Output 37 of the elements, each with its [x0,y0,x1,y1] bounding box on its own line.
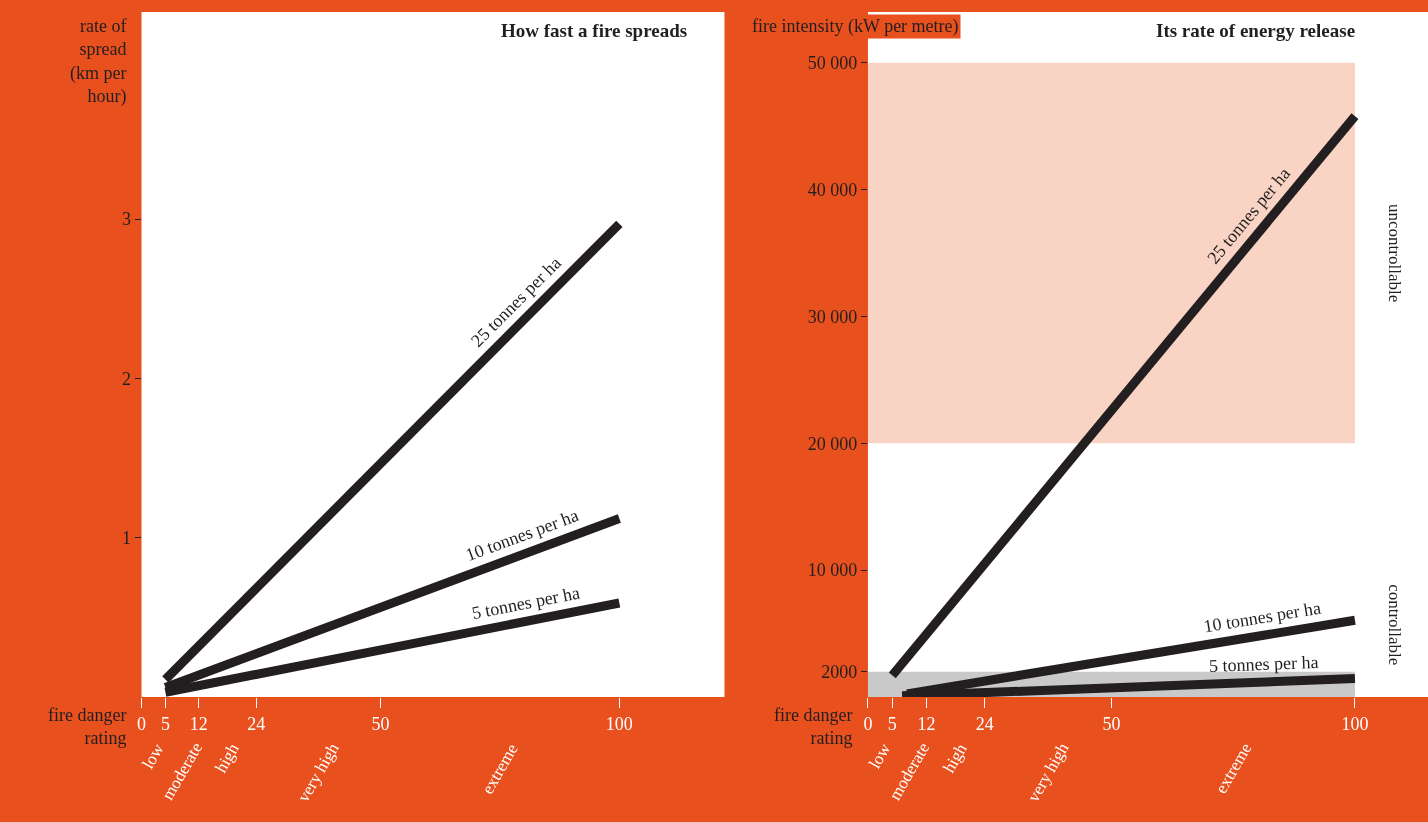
x-tick-label: 100 [605,713,633,734]
y-tick-label: 50 000 [807,53,858,74]
y-tick-label: 20 000 [807,433,858,454]
y-axis-title: rate of spread (km per hour) [70,16,127,108]
text: very high [1023,739,1073,806]
chart-title: Its rate of energy release [1156,20,1356,41]
x-tick-label: 50 [1102,713,1121,734]
x-tick-label: 12 [917,713,936,734]
band-label: controllable [1385,584,1405,666]
x-tick-label: 0 [137,713,147,734]
text: low [138,739,168,773]
x-tick-label: 5 [160,713,170,734]
text: 10 tonnes per ha [463,505,582,566]
y-tick-label: 3 [121,209,131,230]
y-tick-label: 2 [121,368,131,389]
y-axis-title: fire intensity (kW per metre) [752,16,959,37]
x-tick-label: 12 [189,713,208,734]
x-tick-label: 24 [247,713,266,734]
series-label: 5 tonnes per ha [1208,651,1319,677]
x-axis-title: fire danger rating [774,705,853,749]
text: 10 tonnes per ha [1202,597,1323,637]
y-tick-label: 40 000 [807,179,858,200]
y-tick-label: 10 000 [807,560,858,581]
x-tick-label: 100 [1341,713,1369,734]
x-axis-title: fire danger rating [48,705,127,749]
chart-title: How fast a fire spreads [501,20,688,41]
x-tick-label: 5 [887,713,897,734]
band-label: uncontrollable [1384,204,1404,303]
text: very high [293,739,343,806]
x-tick-label: 50 [371,713,390,734]
text: low [865,739,895,772]
x-tick-label: 0 [863,713,873,734]
y-tick-label: 2000 [821,661,858,682]
x-tick-label: 24 [975,713,994,734]
y-tick-label: 1 [121,528,131,548]
text: 5 tonnes per ha [470,582,582,624]
y-tick-label: 30 000 [807,306,858,327]
